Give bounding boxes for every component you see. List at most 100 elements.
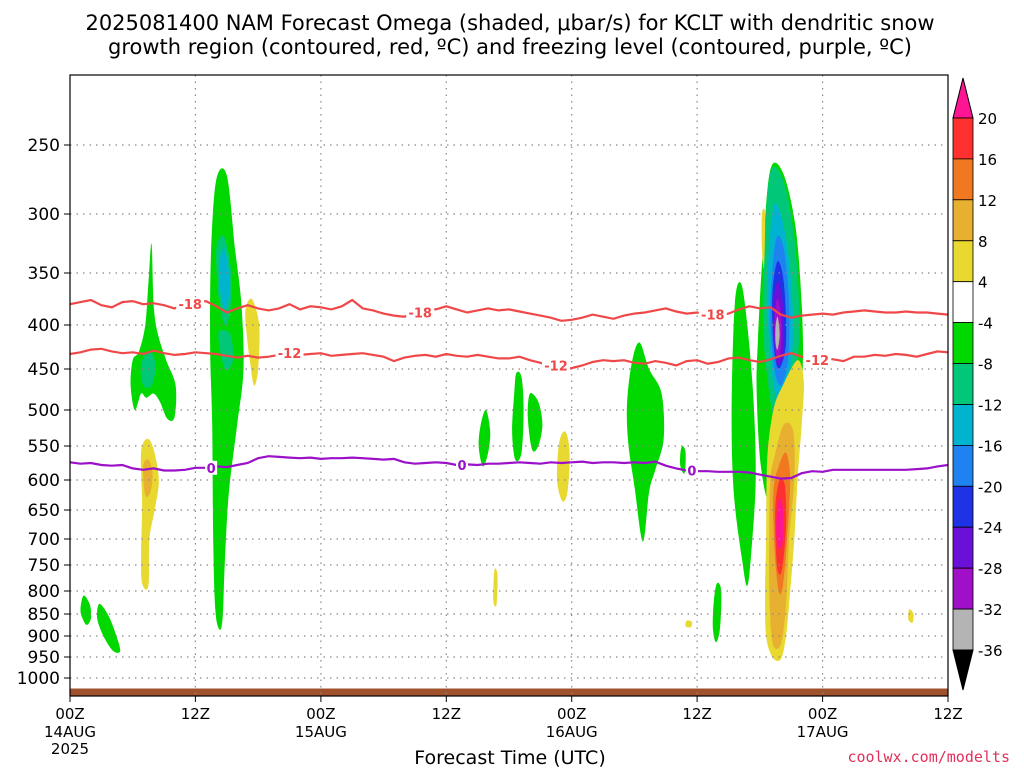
y-axis-pressure: 2503003504004505005506006507007508008509… bbox=[17, 136, 70, 689]
contour-line-0 bbox=[69, 455, 949, 480]
colorbar-segment-6 bbox=[952, 322, 974, 364]
contour-label--12-1: -12 bbox=[278, 347, 302, 362]
omega-region-green-3 bbox=[130, 243, 177, 421]
plot-frame bbox=[69, 74, 949, 697]
contour-label--12-2: -12 bbox=[544, 360, 568, 375]
omega-region-green-10 bbox=[712, 582, 722, 643]
y-tick-label-900: 900 bbox=[28, 627, 60, 647]
y-tick-label-250: 250 bbox=[28, 136, 60, 156]
colorbar-segment-1 bbox=[952, 117, 974, 160]
credit-text: coolwx.com/modelts bbox=[847, 748, 1010, 766]
chart-title-line1: 2025081400 NAM Forecast Omega (shaded, μ… bbox=[85, 11, 934, 35]
omega-shading bbox=[80, 162, 914, 662]
omega-region-green-5 bbox=[478, 409, 491, 467]
x-tick-label-72: 00Z bbox=[808, 705, 837, 723]
y-tick-label-400: 400 bbox=[28, 316, 60, 336]
contour-label-bg-0-1 bbox=[205, 460, 218, 475]
colorbar-segment-8 bbox=[952, 404, 974, 446]
x-tick-label-48: 00Z bbox=[557, 705, 586, 723]
colorbar-label-14: -36 bbox=[978, 642, 1003, 660]
colorbar-bottom-arrow bbox=[952, 649, 974, 691]
y-tick-label-800: 800 bbox=[28, 582, 60, 602]
x-tick-date-48: 16AUG bbox=[546, 723, 598, 741]
omega-region-teal-1 bbox=[140, 351, 156, 389]
y-tick-label-450: 450 bbox=[28, 360, 60, 380]
omega-region-green-9 bbox=[680, 446, 686, 474]
contour-label-bg-0-3 bbox=[685, 463, 698, 478]
x-tick-year-0: 2025 bbox=[51, 740, 89, 758]
colorbar: 20 16 12 8 4 -4 -8 -12 -16 -20 -24 -28 -32 -36 bbox=[952, 77, 1003, 691]
contour-label--18-1: -18 bbox=[178, 298, 202, 313]
omega-region-yellow-5 bbox=[685, 620, 693, 628]
y-tick-label-700: 700 bbox=[28, 530, 60, 550]
colorbar-label-8: -12 bbox=[978, 397, 1003, 415]
temperature-contours: -18 -18 -18 -12 -12 -12 0 0 0 bbox=[69, 297, 949, 480]
colorbar-label-1: 20 bbox=[978, 110, 997, 128]
omega-region-yellow-3 bbox=[493, 568, 498, 607]
omega-region-teal-3 bbox=[218, 329, 234, 371]
omega-region-green-2 bbox=[96, 603, 121, 653]
colorbar-label-4: 8 bbox=[978, 233, 988, 251]
omega-region-green-1 bbox=[80, 595, 92, 625]
chart-title-line2: growth region (contoured, red, ºC) and f… bbox=[108, 35, 912, 59]
omega-region-green-7 bbox=[527, 392, 543, 452]
x-tick-date-24: 15AUG bbox=[295, 723, 347, 741]
y-tick-label-550: 550 bbox=[28, 437, 60, 457]
y-tick-label-850: 850 bbox=[28, 605, 60, 625]
colorbar-segment-9 bbox=[952, 444, 974, 487]
omega-region-green-11 bbox=[731, 282, 756, 586]
y-tick-label-650: 650 bbox=[28, 501, 60, 521]
x-tick-label-24: 00Z bbox=[306, 705, 335, 723]
contour-label-bg--12-2 bbox=[542, 358, 570, 373]
contour-label--12-3: -12 bbox=[806, 354, 830, 369]
colorbar-label-7: -8 bbox=[978, 356, 993, 374]
contour-label--18-3: -18 bbox=[701, 309, 725, 324]
x-tick-label-36: 12Z bbox=[432, 705, 461, 723]
omega-region-yellow-1 bbox=[140, 438, 159, 590]
contour-label-0-1: 0 bbox=[207, 462, 216, 477]
colorbar-label-2: 16 bbox=[978, 151, 997, 169]
omega-region-yellow-4 bbox=[556, 431, 570, 502]
colorbar-label-13: -32 bbox=[978, 601, 1003, 619]
colorbar-segment-10 bbox=[952, 485, 974, 528]
omega-region-cyan-1 bbox=[219, 248, 230, 310]
y-tick-label-750: 750 bbox=[28, 556, 60, 576]
colorbar-top-arrow bbox=[952, 77, 974, 119]
contour-label--18-2: -18 bbox=[408, 307, 432, 322]
colorbar-label-6: -4 bbox=[978, 315, 993, 333]
colorbar-segment-12 bbox=[952, 567, 974, 610]
x-tick-label-0: 00Z bbox=[55, 705, 84, 723]
gridlines bbox=[70, 75, 948, 696]
y-tick-label-600: 600 bbox=[28, 471, 60, 491]
omega-region-green-8 bbox=[626, 342, 665, 542]
omega-region-green-4 bbox=[210, 168, 244, 630]
x-tick-date-72: 17AUG bbox=[797, 723, 849, 741]
colorbar-segment-3 bbox=[952, 199, 974, 242]
x-tick-date-0: 14AUG bbox=[44, 723, 96, 741]
colorbar-segment-13 bbox=[952, 608, 974, 651]
y-tick-label-500: 500 bbox=[28, 401, 60, 421]
colorbar-label-12: -28 bbox=[978, 560, 1003, 578]
colorbar-label-11: -24 bbox=[978, 519, 1003, 537]
colorbar-segment-11 bbox=[952, 526, 974, 569]
contour-label-0-2: 0 bbox=[457, 459, 466, 474]
x-tick-label-60: 12Z bbox=[682, 705, 711, 723]
omega-region-yellow-8 bbox=[908, 609, 914, 624]
omega-region-yellow-2 bbox=[245, 298, 260, 386]
omega-region-magenta-1 bbox=[776, 497, 784, 550]
y-tick-label-1000: 1000 bbox=[17, 669, 60, 689]
colorbar-label-10: -20 bbox=[978, 478, 1003, 496]
colorbar-segment-2 bbox=[952, 158, 974, 201]
contour-line--12 bbox=[69, 347, 949, 371]
contour-label-bg-0-2 bbox=[456, 458, 468, 472]
colorbar-segment-5 bbox=[952, 281, 974, 324]
contour-label-0-3: 0 bbox=[687, 465, 696, 480]
contour-label-bg--18-2 bbox=[406, 305, 435, 320]
omega-region-green-6 bbox=[512, 371, 524, 462]
y-tick-label-350: 350 bbox=[28, 264, 60, 284]
contour-label-bg--12-3 bbox=[803, 353, 832, 368]
ground-fill bbox=[70, 688, 948, 696]
colorbar-label-9: -16 bbox=[978, 437, 1003, 455]
